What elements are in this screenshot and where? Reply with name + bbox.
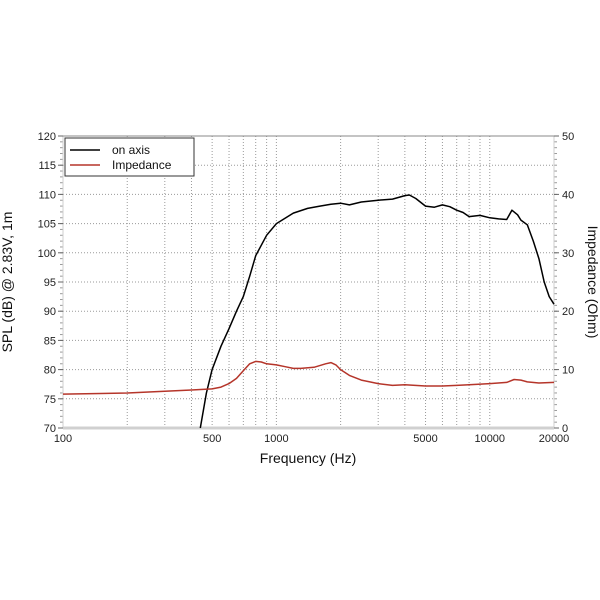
y2-axis-title: Impedance (Ohm) bbox=[585, 226, 600, 339]
y-tick-label: 115 bbox=[38, 160, 56, 172]
legend-label-impedance: Impedance bbox=[112, 158, 172, 172]
y-tick-label: 95 bbox=[44, 277, 56, 289]
y2-tick-label: 40 bbox=[562, 189, 574, 201]
y-axis-ticks: 70 75 80 85 90 95 100 105 110 115 120 bbox=[38, 131, 63, 435]
y-tick-label: 75 bbox=[44, 394, 56, 406]
x-tick-label: 10000 bbox=[474, 433, 505, 445]
y-tick-label: 120 bbox=[38, 131, 56, 143]
legend: on axis Impedance bbox=[64, 137, 195, 177]
y-tick-label: 110 bbox=[38, 189, 56, 201]
grid-lines bbox=[63, 136, 554, 428]
series-impedance bbox=[62, 360, 555, 395]
data-series bbox=[62, 194, 555, 429]
y2-tick-label: 20 bbox=[562, 306, 574, 318]
y2-tick-label: 10 bbox=[562, 365, 574, 377]
x-tick-label: 5000 bbox=[413, 433, 437, 445]
x-tick-label: 100 bbox=[54, 433, 72, 445]
y-tick-label: 90 bbox=[44, 306, 56, 318]
y2-tick-label: 0 bbox=[562, 423, 568, 435]
x-tick-label: 1000 bbox=[264, 433, 288, 445]
y-tick-label: 100 bbox=[38, 248, 56, 260]
y-tick-label: 85 bbox=[44, 335, 56, 347]
x-tick-label: 20000 bbox=[539, 433, 570, 445]
x-axis-ticks: 100 500 1000 5000 10000 20000 bbox=[54, 433, 569, 445]
x-tick-label: 500 bbox=[203, 433, 221, 445]
y2-tick-label: 50 bbox=[562, 131, 574, 143]
legend-label-on-axis: on axis bbox=[112, 143, 150, 157]
x-axis-title: Frequency (Hz) bbox=[260, 450, 356, 466]
y-tick-label: 105 bbox=[38, 219, 56, 231]
series-on-axis bbox=[199, 194, 555, 429]
y-axis-title: SPL (dB) @ 2.83V, 1m bbox=[0, 212, 15, 353]
y2-tick-label: 30 bbox=[562, 248, 574, 260]
y2-axis-ticks: 0 10 20 30 40 50 bbox=[554, 131, 574, 435]
y-tick-label: 70 bbox=[44, 423, 56, 435]
y-tick-label: 80 bbox=[44, 365, 56, 377]
legend-box bbox=[64, 137, 195, 177]
